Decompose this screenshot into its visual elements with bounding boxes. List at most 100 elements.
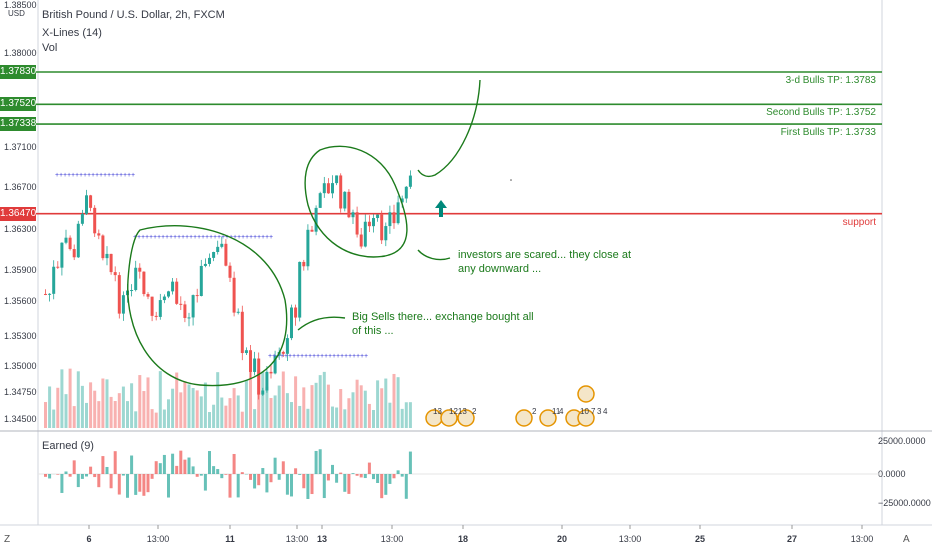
earned-bar — [109, 474, 113, 489]
volume-bar — [236, 395, 240, 428]
volume-bar — [179, 392, 183, 428]
xline-marker: + — [300, 353, 304, 360]
xline-marker: + — [257, 234, 261, 241]
candle-body — [257, 358, 261, 395]
earned-bar — [302, 474, 306, 489]
xline-marker: + — [360, 353, 364, 360]
volume-bar — [117, 393, 121, 428]
earned-bar — [294, 468, 298, 474]
earned-bar — [195, 474, 199, 477]
xline-marker: + — [292, 353, 296, 360]
annotation-arrow-curve-mid — [417, 249, 451, 261]
level-label[interactable]: support — [842, 216, 876, 228]
candle-body — [236, 311, 240, 313]
event-flag-icon — [440, 409, 458, 427]
xline-marker: + — [304, 353, 308, 360]
price-level-tag[interactable]: 1.37338 — [0, 117, 37, 132]
volume-bar — [310, 385, 314, 428]
volume-bar — [150, 409, 154, 428]
volume-bar — [232, 388, 236, 428]
volume-bar — [359, 385, 363, 428]
earned-bar — [97, 474, 101, 488]
event-flag-icon — [515, 409, 533, 427]
xline-marker: + — [241, 234, 245, 241]
xline-marker: + — [71, 172, 75, 179]
earned-bar — [105, 466, 109, 474]
volume-bar — [376, 380, 380, 428]
x-tick-label: 13:00 — [147, 534, 170, 544]
volume-bar — [273, 395, 277, 428]
xline-marker: + — [189, 234, 193, 241]
level-label[interactable]: 3-d Bulls TP: 1.3783 — [785, 75, 876, 86]
xline-marker: + — [83, 172, 87, 179]
event-flag-icon — [539, 409, 557, 427]
annotation-circle-left — [127, 225, 288, 387]
x-tick-label: 6 — [86, 534, 91, 544]
volume-bar — [380, 388, 384, 428]
volume-bar — [269, 397, 273, 428]
earned-bar — [48, 474, 52, 479]
candle-body — [142, 271, 146, 295]
candle-body — [265, 371, 269, 391]
candle-body — [175, 281, 179, 304]
earned-bar — [376, 474, 380, 484]
earned-bar — [117, 474, 121, 495]
candle-body — [322, 183, 326, 194]
volume-bar — [224, 405, 228, 428]
subpane-label[interactable]: Earned (9) — [42, 440, 94, 452]
volume-bar — [331, 406, 334, 428]
level-label[interactable]: Second Bulls TP: 1.3752 — [766, 107, 876, 119]
volume-bar — [396, 377, 400, 428]
xline-marker: + — [316, 353, 320, 360]
axis-letter-left[interactable]: Z — [4, 534, 11, 545]
candle-body — [158, 300, 162, 317]
event-badge-count: 10 — [580, 407, 589, 416]
candle-body — [72, 249, 76, 258]
annotation-investors[interactable]: investors are scared... they close at an… — [458, 249, 632, 275]
xline-marker: + — [75, 172, 79, 179]
volume-bar — [199, 396, 203, 428]
earned-bar — [273, 457, 277, 474]
volume-bar — [72, 406, 76, 428]
earned-bar — [347, 474, 351, 494]
earned-bar — [162, 454, 166, 474]
xline-marker: + — [181, 234, 185, 241]
subpane-tick-label: 0.0000 — [878, 469, 906, 479]
indicator-vol[interactable]: Vol — [42, 42, 58, 54]
xline-marker: + — [209, 234, 213, 241]
price-level-tag[interactable]: 1.37830 — [0, 65, 37, 79]
indicator-xlines[interactable]: X-Lines (14) — [42, 27, 102, 39]
volume-bar — [203, 382, 207, 428]
earned-bar — [339, 472, 343, 474]
axis-letter-right[interactable]: A — [903, 534, 910, 545]
candle-body — [60, 242, 64, 268]
x-tick-label: 20 — [557, 534, 567, 544]
annotation-big-sells[interactable]: Big Sells there... exchange bought all o… — [352, 311, 534, 337]
earned-bar — [183, 459, 187, 474]
earned-bar — [85, 474, 88, 477]
earned-bar — [212, 466, 216, 474]
candle-body — [179, 303, 183, 305]
volume-bar — [367, 403, 371, 428]
earned-bar — [232, 453, 236, 474]
volume-bar — [208, 412, 211, 428]
price-level-tag[interactable]: 1.37520 — [0, 97, 37, 112]
volume-bar — [347, 398, 351, 428]
candle-body — [306, 229, 310, 267]
earned-bar — [130, 455, 134, 474]
volume-bar — [388, 402, 392, 428]
volume-bar — [97, 401, 101, 428]
candle-body — [228, 265, 232, 278]
price-level-tag[interactable]: 1.36470 — [0, 206, 37, 221]
earned-bar — [335, 474, 339, 483]
xline-marker: + — [340, 353, 344, 360]
event-flag-icon — [457, 409, 475, 427]
earned-bar — [158, 463, 162, 474]
xline-marker: + — [261, 234, 265, 241]
level-label[interactable]: First Bulls TP: 1.3733 — [780, 127, 876, 139]
earned-bar — [60, 474, 64, 493]
candle-body — [249, 350, 252, 372]
x-tick-label: 13:00 — [286, 534, 309, 544]
